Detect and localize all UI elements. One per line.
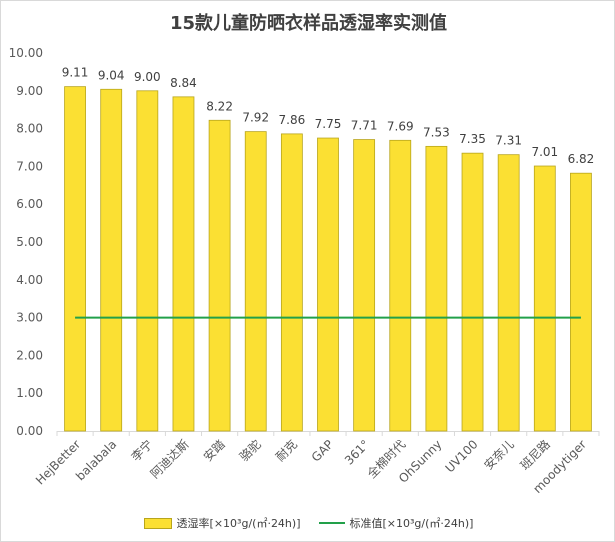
chart-title: 15款儿童防晒衣样品透湿率实测值 [169,13,448,34]
y-tick-label: 1.00 [16,386,43,400]
data-label: 8.84 [170,76,197,90]
bar [425,145,448,432]
bar [461,152,484,432]
data-label: 7.69 [387,119,414,133]
bar [208,119,231,432]
x-tick-label: 李宁 [128,437,156,465]
bar [64,86,86,432]
bar [497,154,520,432]
bar [172,96,195,432]
data-label: 9.11 [62,66,89,80]
legend: 透湿率[×10³g/(㎡·24h)] 标准值[×10³g/(㎡·24h)] [1,515,615,531]
bar [317,137,339,432]
bar [533,165,556,432]
data-label: 7.86 [279,113,306,127]
legend-swatch-line [318,522,345,524]
data-label: 7.71 [351,119,378,133]
legend-label-line: 标准值[×10³g/(㎡·24h)] [349,517,474,530]
y-tick-label: 6.00 [16,197,43,211]
y-tick-label: 8.00 [16,122,43,136]
x-tick-label: GAP [309,437,336,464]
legend-item-bar: 透湿率[×10³g/(㎡·24h)] [143,515,301,531]
x-tick-label: 班尼路 [517,437,553,473]
data-label: 7.01 [531,145,558,159]
x-tick-label: 安踏 [200,437,228,465]
y-tick-label: 2.00 [16,348,43,362]
data-label: 7.35 [459,132,486,146]
y-tick-label: 0.00 [16,424,43,438]
y-tick-label: 7.00 [16,159,43,173]
x-tick-label: UV100 [443,437,481,475]
y-tick-label: 9.00 [16,84,43,98]
legend-label-bar: 透湿率[×10³g/(㎡·24h)] [176,517,301,530]
bar [353,139,376,432]
data-label: 7.92 [242,111,269,125]
data-label: 7.53 [423,125,450,139]
x-tick-label: 骆驼 [236,437,264,465]
bar [136,90,159,432]
x-tick-label: 耐克 [273,437,300,464]
data-label: 6.82 [568,152,595,166]
x-tick-label: 安奈儿 [481,437,517,473]
legend-swatch-bar [143,517,172,529]
data-label: 7.31 [495,134,522,148]
chart-plot-area: 0.00 1.00 2.00 3.00 4.00 5.00 6.00 7.00 8.00 9.00… [9,46,600,496]
x-tick-label: 361° [342,437,372,467]
y-tick-label: 3.00 [16,311,43,325]
y-tick-label: 5.00 [16,235,43,249]
y-tick-label: 4.00 [16,273,43,287]
y-tick-label: 10.00 [9,46,43,60]
bar [389,139,412,432]
bar [570,172,592,432]
data-label: 8.22 [206,99,233,113]
x-tick-label: 阿迪达斯 [148,437,192,481]
bar [244,131,267,432]
data-label: 9.00 [134,70,161,84]
data-label: 7.75 [315,117,342,131]
data-label: 9.04 [98,68,125,82]
bar [100,88,123,432]
x-tick-label: HejBetter [33,437,83,487]
bar [280,133,303,432]
legend-item-line: 标准值[×10³g/(㎡·24h)] [318,515,474,531]
